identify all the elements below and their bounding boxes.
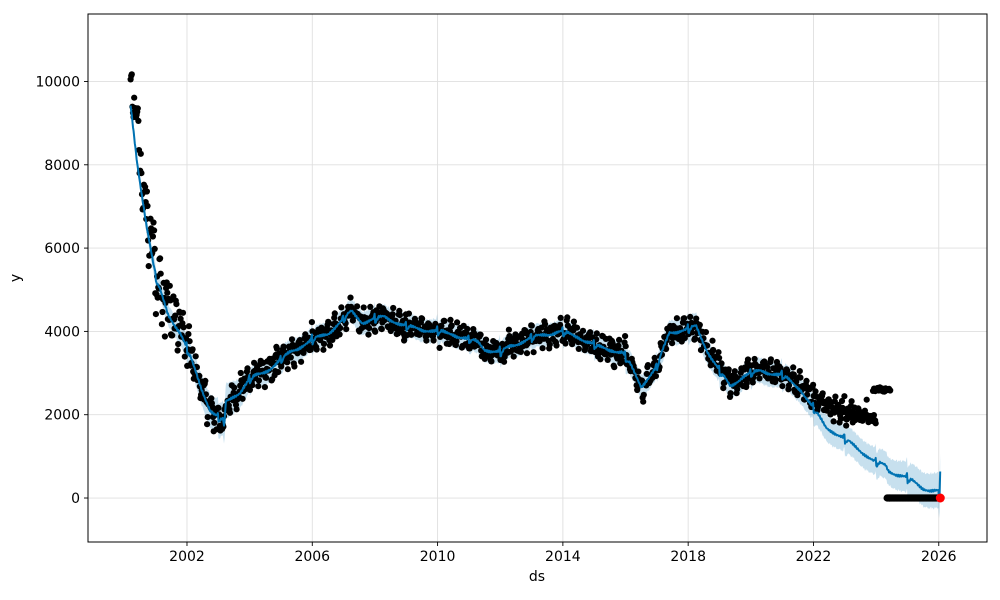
zero-value-points [883, 494, 942, 502]
x-axis-ticks: 2002 2006 2010 2014 2018 2022 2026 [169, 542, 957, 565]
forecast-line [129, 105, 942, 502]
y-tick-label: 10000 [35, 74, 80, 90]
x-tick-label: 2022 [796, 549, 832, 565]
x-axis-label: ds [529, 569, 545, 585]
y-tick-label: 4000 [44, 324, 80, 340]
x-tick-label: 2006 [294, 549, 330, 565]
grid-lines [88, 14, 987, 542]
x-tick-label: 2018 [670, 549, 706, 565]
x-tick-label: 2010 [420, 549, 456, 565]
x-tick-label: 2002 [169, 549, 205, 565]
y-axis-ticks: 0 2000 4000 6000 8000 10000 [35, 74, 88, 507]
plot-border [87, 13, 988, 543]
x-tick-label: 2014 [545, 549, 581, 565]
y-tick-label: 6000 [44, 241, 80, 257]
highlight-point [935, 493, 945, 503]
y-tick-label: 0 [71, 491, 80, 507]
y-tick-label: 2000 [44, 408, 80, 424]
y-axis-label: y [8, 274, 24, 282]
x-tick-label: 2026 [921, 549, 957, 565]
y-tick-label: 8000 [44, 158, 80, 174]
